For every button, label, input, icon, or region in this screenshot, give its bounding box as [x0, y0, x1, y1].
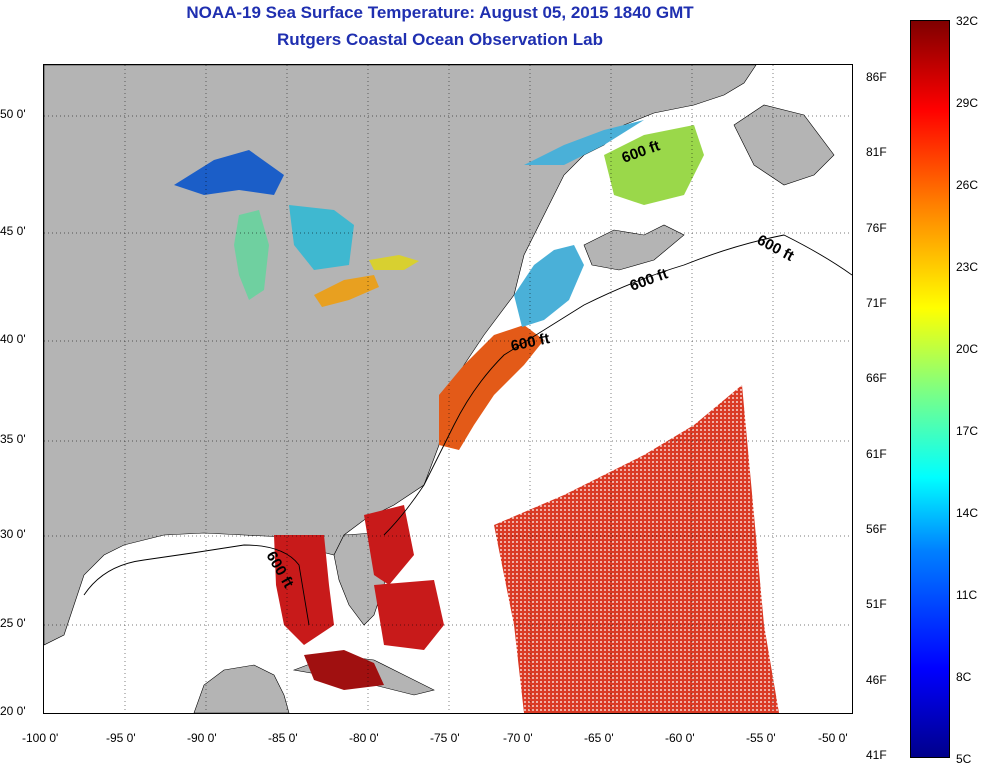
colorbar-fahrenheit-label: 81F: [866, 145, 887, 159]
lat-label: 30 0': [0, 527, 26, 541]
colorbar-celsius-label: 29C: [956, 96, 979, 110]
colorbar-celsius-label: 26C: [956, 178, 979, 192]
contour-label-600ft-3: 600 ft: [628, 265, 671, 294]
lat-label: 35 0': [0, 432, 26, 446]
lon-label: -95 0': [106, 731, 136, 745]
land-nova-scotia: [583, 224, 685, 271]
colorbar-fahrenheit-label: 41F: [866, 748, 887, 762]
sst-map-canvas: 600 ft 600 ft 600 ft 600 ft 600 ft: [44, 65, 852, 713]
colorbar-fahrenheit-label: 51F: [866, 597, 887, 611]
lat-label: 20 0': [0, 704, 26, 718]
colorbar-celsius-label: 5C: [956, 752, 972, 766]
lon-label: -50 0': [818, 731, 848, 745]
sst-map: 600 ft 600 ft 600 ft 600 ft 600 ft: [43, 64, 853, 714]
lon-label: -55 0': [746, 731, 776, 745]
lat-label: 25 0': [0, 616, 26, 630]
sst-lake-ontario: [369, 255, 419, 270]
map-title: NOAA-19 Sea Surface Temperature: August …: [186, 3, 694, 22]
lon-label: -65 0': [584, 731, 614, 745]
lat-label: 50 0': [0, 107, 26, 121]
lon-label: -85 0': [268, 731, 298, 745]
sst-lake-erie: [314, 275, 379, 307]
lat-label: 40 0': [0, 332, 26, 346]
temperature-colorbar: [910, 20, 950, 758]
lon-label: -100 0': [22, 731, 59, 745]
colorbar-fahrenheit-label: 46F: [866, 673, 887, 687]
sst-mid-atlantic: [439, 325, 544, 450]
sst-atlantic-swath: [494, 385, 779, 713]
colorbar-celsius-label: 17C: [956, 424, 979, 438]
sst-caribbean: [304, 650, 384, 690]
lon-label: -80 0': [349, 731, 379, 745]
sst-st-lawrence-estuary: [524, 120, 644, 165]
isobath-600ft: [83, 234, 852, 626]
lon-label: -70 0': [503, 731, 533, 745]
colorbar-fahrenheit-label: 86F: [866, 70, 887, 84]
land-newfoundland: [733, 104, 835, 186]
colorbar-fahrenheit-label: 76F: [866, 221, 887, 235]
sst-east-florida: [364, 505, 414, 585]
colorbar-fahrenheit-label: 66F: [866, 371, 887, 385]
colorbar-celsius-label: 32C: [956, 14, 979, 28]
colorbar-celsius-label: 14C: [956, 506, 979, 520]
lat-label: 45 0': [0, 224, 26, 238]
colorbar-fahrenheit-label: 71F: [866, 296, 887, 310]
sst-gulf-of-maine: [514, 245, 584, 327]
colorbar-celsius-label: 8C: [956, 670, 972, 684]
sst-lake-huron: [289, 205, 354, 270]
land-yucatan: [193, 664, 290, 713]
lon-label: -90 0': [187, 731, 217, 745]
sst-bahamas: [374, 580, 444, 650]
lon-label: -60 0': [665, 731, 695, 745]
colorbar-celsius-label: 20C: [956, 342, 979, 356]
sst-lake-michigan: [234, 210, 269, 300]
sst-florida-straits: [274, 535, 334, 645]
colorbar-celsius-label: 23C: [956, 260, 979, 274]
colorbar-celsius-label: 11C: [956, 588, 978, 602]
sst-gulf-of-st-lawrence: [604, 125, 704, 205]
sst-lake-superior: [174, 150, 284, 195]
colorbar-fahrenheit-label: 61F: [866, 447, 887, 461]
lon-label: -75 0': [430, 731, 460, 745]
land-north-america: [44, 65, 757, 646]
colorbar-fahrenheit-label: 56F: [866, 522, 887, 536]
map-subtitle: Rutgers Coastal Ocean Observation Lab: [277, 30, 603, 49]
